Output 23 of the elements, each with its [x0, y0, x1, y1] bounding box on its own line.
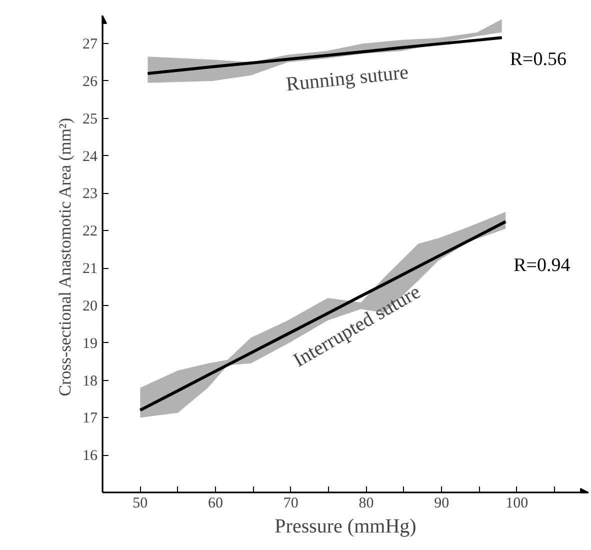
x-tick-label: 100 [506, 496, 528, 512]
y-axis-title: Cross-sectional Anastomotic Area (mm²) [56, 118, 74, 396]
x-axis-title: Pressure (mmHg) [274, 516, 416, 538]
y-tick-label: 27 [82, 36, 98, 53]
x-tick-label: 60 [208, 496, 224, 512]
y-tick-label: 26 [82, 74, 98, 90]
x-tick-label: 70 [283, 496, 298, 512]
y-tick-label: 21 [82, 261, 98, 278]
y-tick-label: 18 [82, 373, 98, 390]
y-tick-label: 24 [82, 148, 98, 165]
text: Running suture [285, 61, 410, 96]
x-tick-label: 90 [434, 496, 450, 512]
y-tick-label: 16 [82, 448, 98, 464]
annotation: R=0.56 [510, 49, 566, 70]
y-tick-label: 17 [82, 410, 98, 427]
x-tick-label: 80 [358, 496, 374, 512]
y-tick-label: 20 [82, 298, 98, 314]
y-tick-label: 23 [82, 186, 98, 202]
y-tick-label: 19 [82, 336, 98, 352]
x-tick-label: 50 [132, 496, 148, 512]
y-tick-label: 22 [82, 224, 98, 240]
annotation: R=0.94 [514, 255, 571, 276]
y-tick-label: 25 [82, 111, 98, 128]
